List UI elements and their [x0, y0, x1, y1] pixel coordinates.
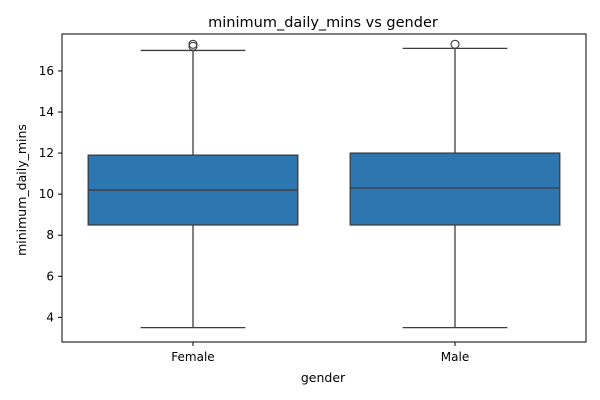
- y-tick-label: 12: [39, 146, 54, 160]
- plot-area: [87, 39, 561, 329]
- iqr-box: [349, 152, 561, 226]
- x-tick-label: Male: [441, 350, 469, 364]
- y-tick-label: 16: [39, 64, 54, 78]
- x-tick-label: Female: [171, 350, 214, 364]
- y-axis-label: minimum_daily_mins: [14, 124, 29, 256]
- y-tick-label: 4: [46, 310, 54, 324]
- y-tick-label: 6: [46, 269, 54, 283]
- y-tick-label: 8: [46, 228, 54, 242]
- outlier-point: [188, 39, 198, 49]
- x-axis-label: gender: [301, 370, 346, 385]
- chart-title: minimum_daily_mins vs gender: [208, 15, 438, 31]
- y-tick-label: 10: [39, 187, 54, 201]
- y-tick-label: 14: [39, 105, 54, 119]
- axes: 4 6 8 10 12 14 16 Female Male: [39, 33, 587, 364]
- outlier-point: [450, 39, 460, 49]
- box-group-male: [349, 39, 561, 329]
- box-group-female: [87, 39, 299, 329]
- plot-frame: [61, 33, 587, 343]
